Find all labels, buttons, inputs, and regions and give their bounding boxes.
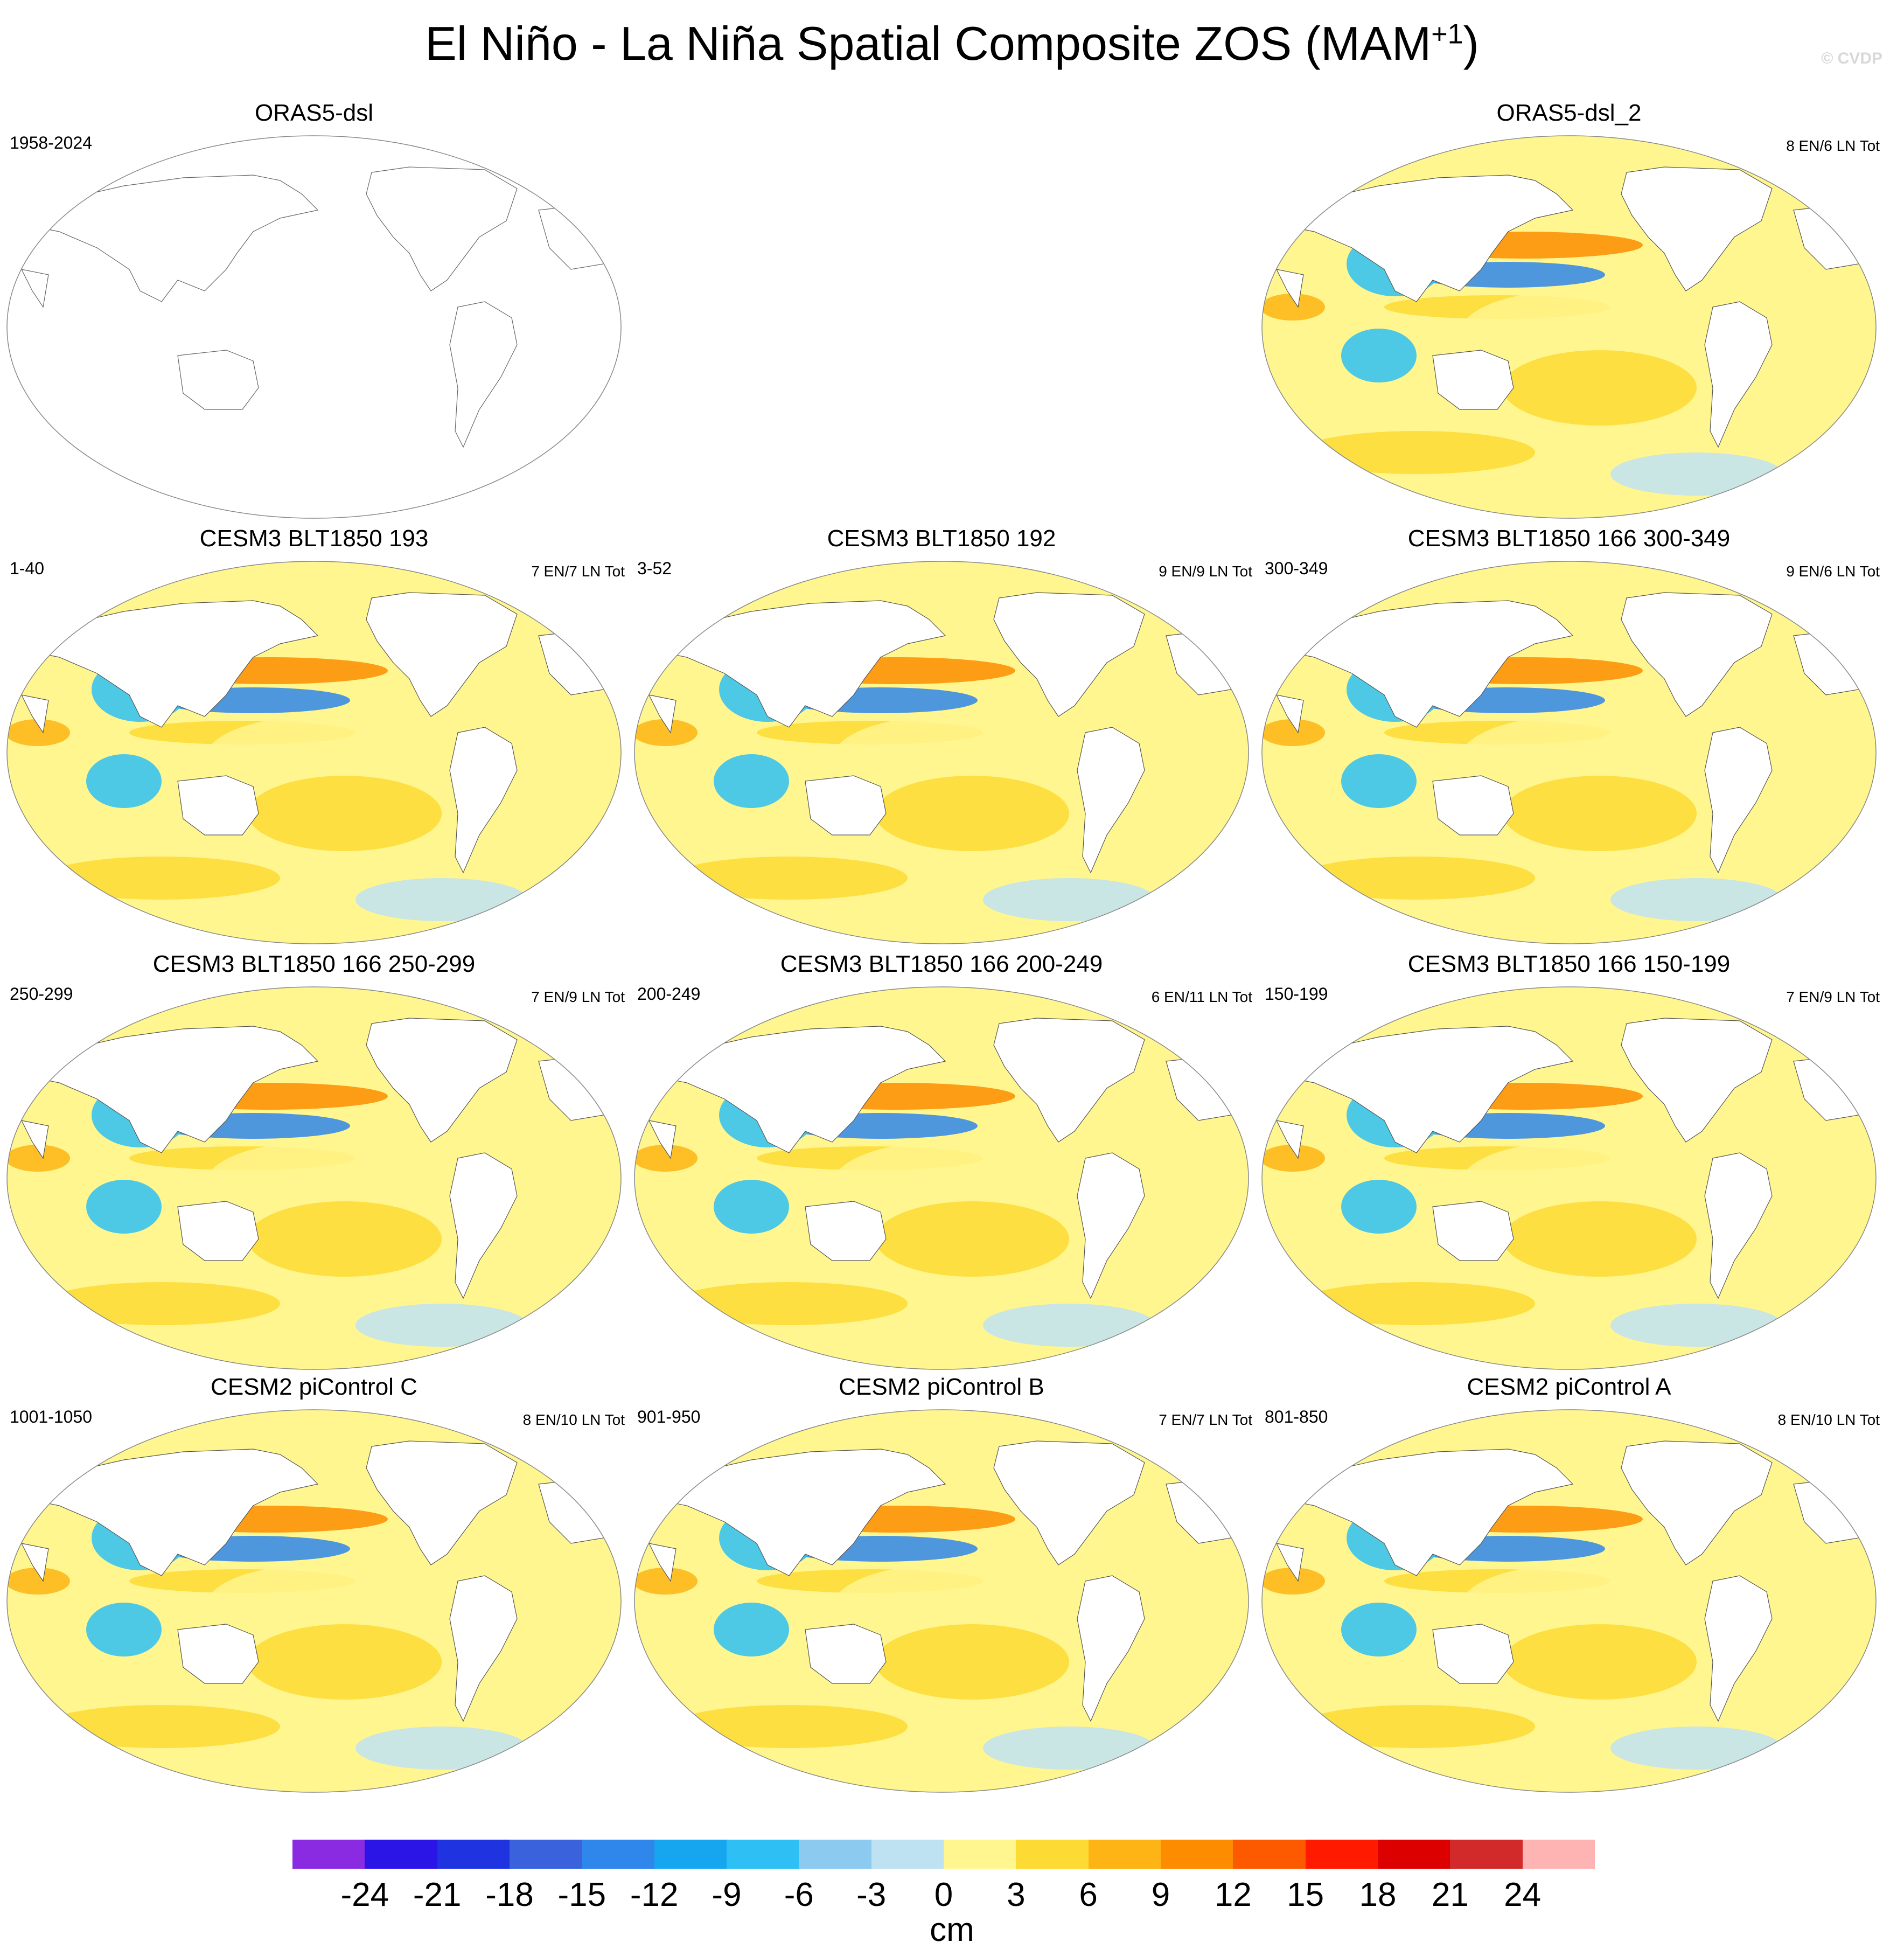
colorbar-box <box>509 1840 582 1869</box>
colorbar-box <box>1160 1840 1233 1869</box>
colorbar-box <box>1233 1840 1306 1869</box>
map-panel-oras5-dsl-2: ORAS5-dsl_2 8 EN/6 LN Tot <box>1255 100 1883 525</box>
panel-title: CESM3 BLT1850 166 250-299 <box>152 951 476 977</box>
colorbar-box <box>582 1840 654 1869</box>
panel-event-count: 6 EN/11 LN Tot <box>1151 989 1252 1005</box>
map-panel-cesm2-b: CESM2 piControl B 901-950 7 EN/7 LN Tot <box>627 1374 1256 1799</box>
panel-title: ORAS5-dsl <box>254 100 374 126</box>
colorbar-tick-label: 21 <box>1431 1876 1469 1913</box>
map-panel-oras5-dsl: ORAS5-dsl 1958-2024 <box>0 100 628 525</box>
world-map-anomaly <box>6 1409 622 1793</box>
colorbar-box <box>365 1840 437 1869</box>
panel-event-count: 9 EN/6 LN Tot <box>1786 563 1880 580</box>
colorbar-box <box>437 1840 510 1869</box>
panel-event-count: 7 EN/9 LN Tot <box>1786 989 1880 1005</box>
panel-title: CESM3 BLT1850 192 <box>827 525 1056 552</box>
panel-event-count: 8 EN/10 LN Tot <box>1777 1411 1880 1428</box>
panel-years: 1958-2024 <box>10 133 93 152</box>
panel-event-count: 7 EN/9 LN Tot <box>531 989 625 1005</box>
panel-years: 1001-1050 <box>10 1407 93 1426</box>
colorbar-tick-label: 6 <box>1079 1876 1098 1913</box>
panel-years: 250-299 <box>10 984 73 1004</box>
world-map-anomaly <box>1261 561 1877 944</box>
map-panel-cesm2-c: CESM2 piControl C 1001-1050 8 EN/10 LN T… <box>0 1374 628 1799</box>
world-map-anomaly <box>6 986 622 1370</box>
colorbar-box <box>799 1840 871 1869</box>
colorbar-box <box>726 1840 799 1869</box>
colorbar <box>292 1840 1595 1869</box>
map-panel-cesm3-166-300: CESM3 BLT1850 166 300-349 300-349 9 EN/6… <box>1255 525 1883 951</box>
world-map-anomaly <box>1261 135 1877 519</box>
world-map-anomaly <box>6 561 622 944</box>
colorbar-tick-label: 18 <box>1359 1876 1397 1913</box>
panel-years: 901-950 <box>637 1407 701 1426</box>
panel-event-count: 7 EN/7 LN Tot <box>1159 1411 1252 1428</box>
panel-event-count: 8 EN/10 LN Tot <box>522 1411 625 1428</box>
panel-years: 150-199 <box>1265 984 1328 1004</box>
colorbar-tick-label: 15 <box>1287 1876 1324 1913</box>
map-panel-cesm3-166-250: CESM3 BLT1850 166 250-299 250-299 7 EN/9… <box>0 951 628 1376</box>
colorbar-tick-label: -12 <box>630 1876 679 1913</box>
colorbar-tick-label: -6 <box>784 1876 814 1913</box>
panel-title: CESM2 piControl A <box>1467 1374 1671 1400</box>
panel-title: ORAS5-dsl_2 <box>1496 100 1642 126</box>
colorbar-box <box>1016 1840 1089 1869</box>
panel-title: CESM2 piControl C <box>211 1374 417 1400</box>
map-panel-cesm3-192: CESM3 BLT1850 192 3-52 9 EN/9 LN Tot <box>627 525 1256 951</box>
colorbar-ticks: -24 -21 -18 -15 -12 -9 -6 -3 0 3 6 9 12 15 18 21 24 <box>292 1876 1595 1913</box>
world-map-anomaly <box>1261 1409 1877 1793</box>
colorbar-units: cm <box>930 1911 974 1948</box>
panel-years: 200-249 <box>637 984 701 1004</box>
colorbar-tick-label: -3 <box>856 1876 887 1913</box>
colorbar-box <box>292 1840 365 1869</box>
colorbar-tick-label: -15 <box>557 1876 606 1913</box>
panel-title: CESM3 BLT1850 166 300-349 <box>1407 525 1731 552</box>
map-panel-cesm3-193: CESM3 BLT1850 193 1-40 7 EN/7 LN Tot <box>0 525 628 951</box>
colorbar-box <box>943 1840 1016 1869</box>
colorbar-box <box>1377 1840 1450 1869</box>
colorbar-tick-label: 9 <box>1151 1876 1170 1913</box>
colorbar-box <box>654 1840 727 1869</box>
panel-title: CESM3 BLT1850 166 150-199 <box>1407 951 1731 977</box>
map-panel-cesm3-166-150: CESM3 BLT1850 166 150-199 150-199 7 EN/9… <box>1255 951 1883 1376</box>
colorbar-tick-label: -9 <box>712 1876 742 1913</box>
colorbar-tick-label: -18 <box>485 1876 534 1913</box>
colorbar-box <box>1088 1840 1161 1869</box>
colorbar-tick-label: 12 <box>1214 1876 1252 1913</box>
panel-years: 1-40 <box>10 559 45 578</box>
map-panel-cesm2-a: CESM2 piControl A 801-850 8 EN/10 LN Tot <box>1255 1374 1883 1799</box>
copyright-watermark: © CVDP <box>1821 50 1882 67</box>
colorbar-box <box>1450 1840 1523 1869</box>
colorbar-tick-label: -21 <box>413 1876 462 1913</box>
panel-years: 300-349 <box>1265 559 1328 578</box>
panel-event-count: 8 EN/6 LN Tot <box>1786 137 1880 154</box>
panel-title: CESM2 piControl B <box>839 1374 1044 1400</box>
figure-title: El Niño - La Niña Spatial Composite ZOS … <box>425 17 1479 70</box>
colorbar-box <box>1305 1840 1378 1869</box>
world-map-anomaly <box>634 986 1249 1370</box>
panel-years: 3-52 <box>637 559 672 578</box>
colorbar-tick-label: 0 <box>934 1876 953 1913</box>
world-map-empty <box>6 135 622 519</box>
map-panel-cesm3-166-200: CESM3 BLT1850 166 200-249 200-249 6 EN/1… <box>627 951 1256 1376</box>
colorbar-box <box>1522 1840 1595 1869</box>
colorbar-tick-label: 24 <box>1504 1876 1542 1913</box>
world-map-anomaly <box>634 561 1249 944</box>
panel-event-count: 9 EN/9 LN Tot <box>1159 563 1252 580</box>
panel-title: CESM3 BLT1850 193 <box>199 525 429 552</box>
colorbar-tick-label: -24 <box>340 1876 389 1913</box>
colorbar-tick-label: 3 <box>1007 1876 1026 1913</box>
panel-years: 801-850 <box>1265 1407 1328 1426</box>
world-map-anomaly <box>1261 986 1877 1370</box>
colorbar-box <box>871 1840 944 1869</box>
panel-title: CESM3 BLT1850 166 200-249 <box>780 951 1103 977</box>
world-map-anomaly <box>634 1409 1249 1793</box>
panel-event-count: 7 EN/7 LN Tot <box>531 563 625 580</box>
